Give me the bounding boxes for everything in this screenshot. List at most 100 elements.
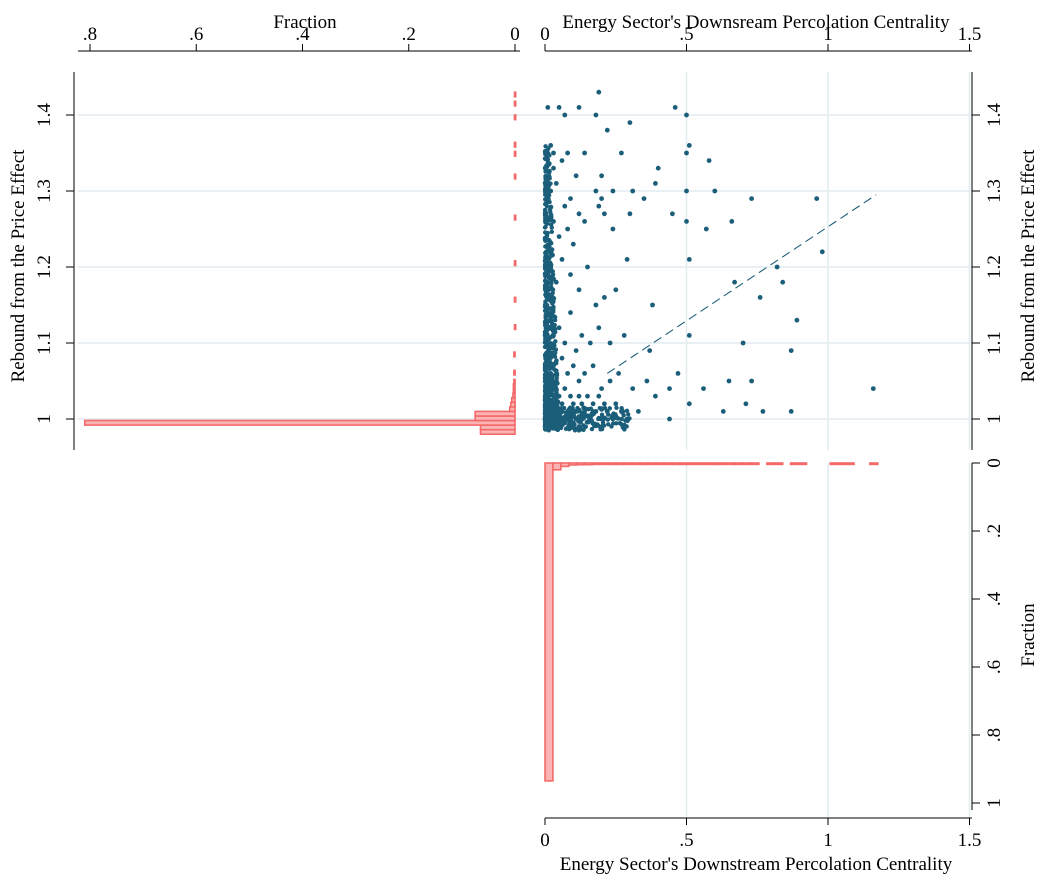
scatter-point <box>542 302 548 307</box>
scatter-point <box>599 386 604 391</box>
scatter-point <box>684 188 689 194</box>
bottom-histogram-axes: 0 .5 1 1.5 0 .2 .4 .6 .8 1 <box>540 458 1005 851</box>
scatter-point <box>551 150 556 156</box>
scatter-point <box>556 234 562 240</box>
scatter-point <box>570 408 576 413</box>
scatter-point <box>686 257 692 262</box>
bottom-histogram-bar <box>583 462 594 466</box>
scatter-point <box>543 218 548 223</box>
scatter-point <box>565 226 570 232</box>
scatter-point <box>562 112 568 118</box>
scatter-point <box>870 386 876 391</box>
scatter-y-tick-label-left: 1 <box>34 414 55 424</box>
left-histogram-bar <box>513 351 516 358</box>
scatter-point <box>701 386 706 391</box>
scatter-point <box>545 221 550 226</box>
scatter-point <box>555 401 560 406</box>
scatter-point <box>599 173 604 179</box>
bottom-histogram-bar <box>623 462 633 466</box>
scatter-point <box>650 302 655 308</box>
scatter-point <box>596 393 602 399</box>
scatter-point <box>610 226 616 232</box>
scatter-point <box>543 314 548 319</box>
scatter-point <box>619 407 625 412</box>
scatter-point <box>547 199 552 205</box>
scatter-fit-line-segment <box>606 194 877 374</box>
left-histogram-bar <box>513 378 516 385</box>
scatter-point <box>726 378 732 384</box>
scatter-point <box>543 427 548 432</box>
scatter-point <box>549 279 554 284</box>
bottom-histogram-y-tick-label: 0 <box>984 458 1005 468</box>
scatter-point <box>672 105 678 110</box>
scatter-point <box>579 401 585 407</box>
scatter-point <box>564 410 569 415</box>
bottom-histogram-bar <box>615 462 625 466</box>
scatter-point <box>546 342 551 347</box>
scatter-y-tick-label-right: 1 <box>984 414 1005 424</box>
scatter-point <box>557 411 562 417</box>
scatter-point <box>568 272 573 277</box>
scatter-point <box>549 229 554 234</box>
scatter-point <box>556 325 562 331</box>
left-histogram-bar <box>83 419 516 426</box>
bottom-histogram-bar <box>552 462 562 471</box>
scatter-point <box>570 241 576 247</box>
scatter-point <box>616 371 621 376</box>
left-histogram-bar <box>513 91 517 98</box>
scatter-point <box>568 196 573 202</box>
scatter-point <box>559 401 565 407</box>
scatter-point <box>550 392 555 397</box>
scatter-point <box>543 211 548 216</box>
scatter-point <box>732 279 737 285</box>
scatter-point <box>596 203 602 209</box>
scatter-point <box>606 412 611 417</box>
left-histogram-bar <box>513 323 517 331</box>
scatter-point <box>545 353 550 358</box>
scatter-point <box>613 415 618 420</box>
scatter-point <box>543 255 548 260</box>
bottom-histogram-bar <box>694 462 705 466</box>
scatter-point <box>614 405 619 410</box>
scatter-point <box>559 355 565 361</box>
scatter-point <box>729 219 735 224</box>
scatter-point <box>610 188 616 194</box>
scatter-point <box>686 333 692 338</box>
left-histogram-bar <box>513 141 517 148</box>
scatter-y-tick-label-right: 1.2 <box>984 255 1005 279</box>
scatter-point <box>552 409 558 415</box>
bottom-histogram-bar <box>670 462 681 466</box>
scatter-point <box>585 264 590 270</box>
left-histogram-axes: .8 .6 .4 .2 0 <box>78 24 520 52</box>
scatter-y-tick-label-left: 1.2 <box>34 255 55 279</box>
scatter-point <box>551 314 557 319</box>
scatter-point <box>549 225 554 230</box>
scatter-point <box>599 406 605 411</box>
scatter-point <box>611 411 616 416</box>
left-histogram-bar <box>474 410 516 417</box>
scatter-point <box>545 159 551 165</box>
scatter-point <box>602 295 607 300</box>
scatter-point <box>686 401 692 407</box>
bottom-histogram-x-tick-label: .5 <box>679 830 693 851</box>
scatter-point <box>619 416 624 422</box>
bottom-histogram-x-tick-label: 1.5 <box>958 830 982 851</box>
scatter-point <box>543 189 548 194</box>
scatter-point <box>554 387 559 393</box>
scatter-point <box>549 292 554 297</box>
scatter-point <box>556 416 561 421</box>
scatter-point <box>543 386 548 391</box>
bottom-histogram-bar <box>647 462 657 466</box>
scatter-point <box>780 279 786 285</box>
scatter-point <box>613 401 619 407</box>
scatter-point <box>625 418 630 424</box>
scatter-point <box>548 181 553 186</box>
scatter-point <box>593 302 599 308</box>
scatter-y-axis-title-left: Rebound from the Price Effect <box>8 149 29 383</box>
scatter-point <box>626 412 631 417</box>
bottom-histogram-bar <box>766 462 776 466</box>
scatter-point <box>548 210 553 215</box>
scatter-x-tick-label: 1.5 <box>958 24 982 45</box>
scatter-point <box>573 348 579 353</box>
